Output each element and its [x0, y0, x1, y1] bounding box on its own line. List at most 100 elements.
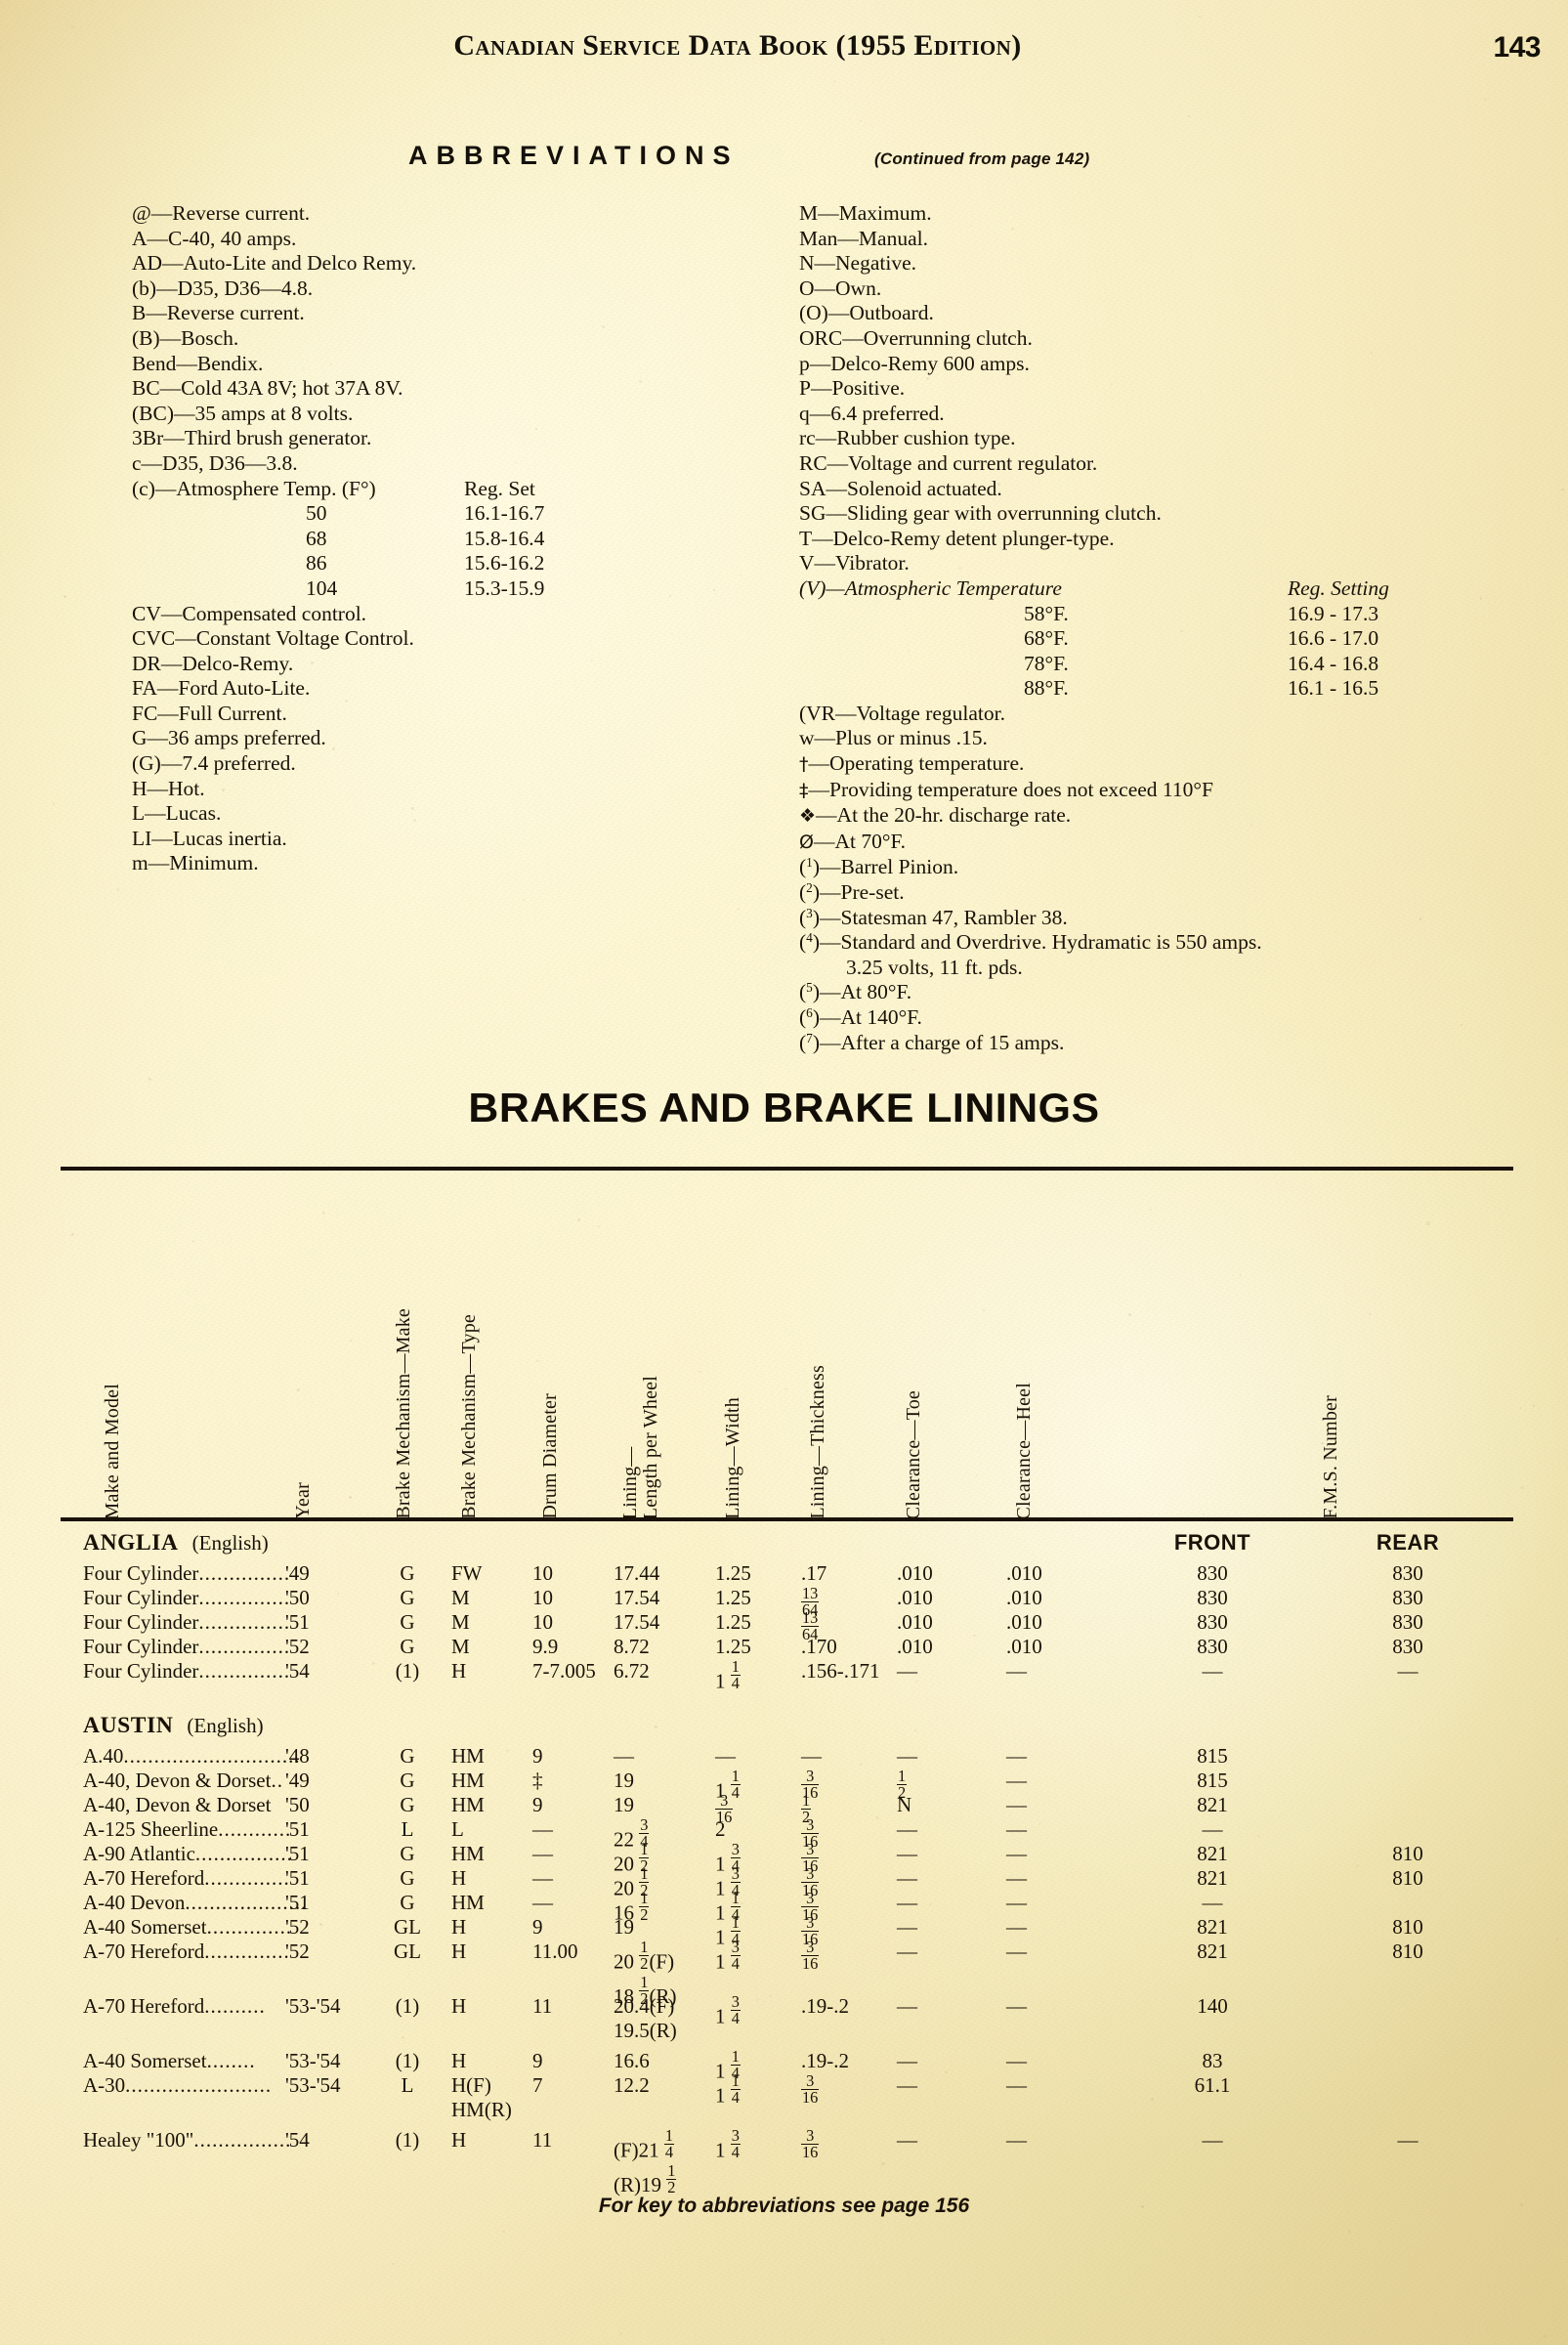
fms-front-value: 821	[1197, 1842, 1228, 1865]
clearance-heel: —	[1006, 2073, 1027, 2097]
lining-length: 8.72	[614, 1635, 650, 1658]
table-row: A-40, Devon & Dorset.. '49 G HM ‡ 19 1 1 4 3 16 1 2…	[0, 1768, 1568, 1802]
fms-rear-value: 810	[1392, 1842, 1423, 1865]
model-name: Four Cylinder...............	[83, 1586, 291, 1609]
table-row: A-70 Hereford.......... '53-'54 (1) H 11 20.4…	[0, 1993, 1568, 2043]
atmosphere-temp-row: 50 16.1-16.7	[132, 501, 757, 527]
fms-front-value: 821	[1197, 1940, 1228, 1963]
abbreviation-entry: ‡—Providing temperature does not exceed …	[799, 777, 1213, 801]
clearance-toe: —	[897, 1891, 917, 1914]
leader-dots: ..........	[204, 1994, 266, 2018]
brake-mechanism-type: FW	[451, 1561, 483, 1585]
reg-set-value: 16.1-16.7	[464, 501, 545, 526]
make-name: ANGLIA	[83, 1530, 179, 1556]
clearance-toe: —	[897, 1842, 917, 1865]
clearance-toe: —	[897, 1817, 917, 1841]
brake-mechanism-make: L	[401, 1817, 414, 1841]
drum-diameter: 7-7.005	[532, 1659, 596, 1683]
year-value: '48	[285, 1744, 310, 1768]
drum-diameter: 10	[532, 1586, 553, 1609]
year-value: '54	[285, 2128, 310, 2152]
year-value: '51	[285, 1817, 310, 1841]
abbreviation-entry: DR—Delco-Remy.	[132, 651, 294, 675]
fms-rear-value: 830	[1392, 1610, 1423, 1634]
temp-value: 50	[306, 501, 327, 526]
drum-diameter: —	[532, 1842, 553, 1865]
lining-length: 17.54	[614, 1586, 660, 1609]
clearance-heel: .010	[1006, 1561, 1042, 1585]
lining-length: 19	[614, 1793, 634, 1816]
make-group-title: AUSTIN (English)	[83, 1713, 264, 1739]
fms-front-value: 830	[1197, 1610, 1228, 1634]
column-header: Make and Model	[102, 1383, 123, 1519]
atmosphere-temp-label: (c)—Atmosphere Temp. (F°)	[132, 476, 376, 500]
model-name: Healey "100"................	[83, 2128, 292, 2152]
drum-diameter: ‡	[532, 1769, 543, 1792]
drum-diameter: 9	[532, 1915, 543, 1939]
year-value: '50	[285, 1586, 310, 1609]
lining-thickness: 3 16	[801, 1938, 820, 1974]
abbreviation-entry: (G)—7.4 preferred.	[132, 751, 296, 776]
table-row: A-90 Atlantic................ '51 G HM —20 1…	[0, 1841, 1568, 1875]
leader-dots: ...............	[198, 1610, 291, 1634]
leader-dots: ...............	[198, 1586, 291, 1609]
abbreviation-entry: N—Negative.	[799, 251, 917, 276]
abbreviation-entry: B—Reverse current.	[132, 301, 305, 325]
abbreviation-entry: FC—Full Current.	[132, 701, 287, 725]
brake-mechanism-type: H	[451, 1866, 467, 1890]
clearance-toe: —	[897, 2128, 917, 2152]
fms-front-value: 821	[1197, 1866, 1228, 1890]
model-name: A-125 Sheerline............	[83, 1817, 292, 1841]
column-header: F.M.S. Number	[1320, 1395, 1341, 1519]
make-origin: (English)	[191, 1531, 269, 1555]
brake-mechanism-make: (1)	[395, 2128, 420, 2152]
fms-front-value: 83	[1202, 2049, 1223, 2072]
clearance-toe: .010	[897, 1610, 933, 1634]
abbreviation-entry: CV—Compensated control.	[132, 601, 367, 625]
drum-diameter: 11	[532, 1994, 553, 2018]
abbreviation-entry: LI—Lucas inertia.	[132, 826, 287, 850]
abbreviation-entry: Bend—Bendix.	[132, 351, 264, 375]
footnote-symbol: ‡	[799, 779, 809, 801]
leader-dots: .............................	[123, 1744, 301, 1768]
clearance-heel: —	[1006, 1659, 1027, 1683]
column-header: Brake Mechanism—Type	[458, 1314, 480, 1519]
lining-width: 1.25	[715, 1635, 751, 1658]
footer-note: For key to abbreviations see page 156	[598, 2195, 970, 2217]
table-row: A-70 Hereford.............. '52 GL H 11.00 20…	[0, 1938, 1568, 2008]
brake-mechanism-type: HM	[451, 1891, 485, 1914]
numbered-note: (7)—After a charge of 15 amps.	[799, 1030, 1065, 1054]
clearance-heel: .010	[1006, 1610, 1042, 1634]
table-row: Four Cylinder............... '52 G M 9.9 8.72…	[0, 1635, 1568, 1659]
leader-dots: ........................	[125, 2073, 273, 2097]
brake-mechanism-type: H	[451, 1915, 467, 1939]
drum-diameter: 10	[532, 1610, 553, 1634]
temp-value: 86	[306, 551, 327, 576]
brake-mechanism-type: HM	[451, 1842, 485, 1865]
brake-mechanism-make: GL	[394, 1940, 421, 1963]
table-column-headers: Make and Model Year Brake Mechanism—Make Br…	[0, 1226, 1568, 1519]
fms-rear-value: —	[1397, 1659, 1419, 1683]
lining-length: 12.2	[614, 2073, 650, 2097]
abbreviation-entry: (VR—Voltage regulator.	[799, 701, 1005, 725]
clearance-heel: —	[1006, 1842, 1027, 1865]
brake-mechanism-make: (1)	[395, 1994, 420, 2018]
atmospheric-temp-row: 78°F. 16.4 - 16.8	[799, 652, 1542, 677]
numbered-note: (2)—Pre-set.	[799, 880, 905, 905]
clearance-toe: —	[897, 1866, 917, 1890]
model-name: A-40, Devon & Dorset..	[83, 1769, 283, 1792]
abbreviation-entry: p—Delco-Remy 600 amps.	[799, 351, 1030, 375]
abbreviation-entry: AD—Auto-Lite and Delco Remy.	[132, 251, 417, 276]
model-name: Four Cylinder...............	[83, 1659, 291, 1683]
abbreviation-entry: FA—Ford Auto-Lite.	[132, 676, 311, 701]
leader-dots: ............	[218, 1817, 292, 1841]
clearance-toe: —	[897, 2049, 917, 2072]
drum-diameter: 10	[532, 1561, 553, 1585]
clearance-heel: —	[1006, 1940, 1027, 1963]
lining-thickness: 3 16	[801, 2071, 820, 2108]
model-name: A-40, Devon & Dorset	[83, 1793, 272, 1816]
numbered-note: (5)—At 80°F.	[799, 980, 912, 1004]
fms-front-value: 821	[1197, 1915, 1228, 1939]
